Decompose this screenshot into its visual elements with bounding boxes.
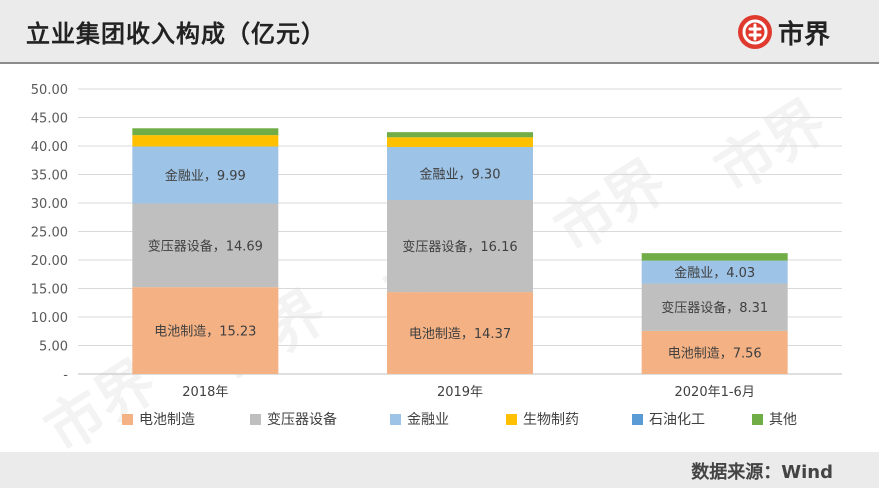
y-tick-label: 15.00 [31, 283, 68, 298]
legend-swatch [250, 414, 261, 425]
footer-bar: 数据来源：Wind [0, 452, 879, 488]
x-tick-label: 2019年 [437, 385, 483, 400]
x-tick-label: 2018年 [182, 385, 228, 400]
bar-segment [132, 128, 279, 136]
legend-label: 电池制造 [139, 412, 195, 428]
legend-swatch [752, 414, 763, 425]
logo-text: 市界 [778, 19, 831, 50]
y-tick-label: 10.00 [31, 311, 68, 326]
brand-logo: 市界 [738, 14, 830, 50]
x-tick-label: 2020年1-6月 [675, 385, 755, 400]
data-label: 电池制造，14.37 [409, 327, 511, 342]
logo-icon [738, 15, 772, 49]
legend-swatch [390, 414, 401, 425]
legend-swatch [632, 414, 643, 425]
y-tick-label: 5.00 [39, 340, 68, 355]
y-tick-label: - [63, 368, 68, 383]
bar-segment [132, 135, 279, 147]
y-tick-label: 35.00 [31, 169, 68, 184]
data-label: 电池制造，15.23 [154, 325, 256, 340]
bar-segment [132, 203, 279, 288]
y-tick-label: 20.00 [31, 254, 68, 269]
data-label: 金融业，9.99 [165, 168, 246, 184]
y-tick-label: 40.00 [31, 140, 68, 155]
bar-segment [641, 330, 788, 374]
legend-label: 其他 [769, 412, 797, 428]
data-label: 电池制造，7.56 [668, 346, 762, 361]
data-label: 变压器设备，8.31 [661, 300, 768, 316]
bar-segment [641, 260, 788, 284]
bar-segment [387, 132, 533, 138]
bar-segment [387, 137, 533, 147]
legend-swatch [122, 414, 133, 425]
data-label: 金融业，4.03 [674, 265, 755, 281]
y-tick-label: 30.00 [31, 197, 68, 212]
bar-segment [132, 146, 279, 204]
legend-label: 生物制药 [523, 412, 579, 428]
bar-segment [387, 292, 533, 374]
data-source: 数据来源：Wind [691, 462, 833, 483]
legend-label: 变压器设备 [267, 411, 337, 428]
bar-segment [387, 146, 533, 200]
bar-segment [132, 287, 279, 374]
y-tick-label: 50.00 [31, 83, 68, 98]
header-bar: 立业集团收入构成（亿元） 市界 [0, 0, 879, 64]
stacked-bar-chart: - 5.00 10.00 15.00 20.00 25.00 30.00 35.00 40.00… [31, 83, 842, 428]
bar-segment [387, 199, 533, 293]
bar-segment [641, 283, 788, 331]
legend-swatch [506, 414, 517, 425]
data-label: 变压器设备，16.16 [402, 239, 517, 255]
y-tick-label: 25.00 [31, 226, 68, 241]
data-label: 金融业，9.30 [420, 166, 501, 182]
data-label: 变压器设备，14.69 [148, 238, 263, 254]
page-title: 立业集团收入构成（亿元） [26, 20, 326, 48]
legend-label: 石油化工 [649, 412, 705, 428]
y-tick-label: 45.00 [31, 112, 68, 127]
bar-segment [641, 253, 788, 261]
legend-label: 金融业 [407, 412, 449, 428]
